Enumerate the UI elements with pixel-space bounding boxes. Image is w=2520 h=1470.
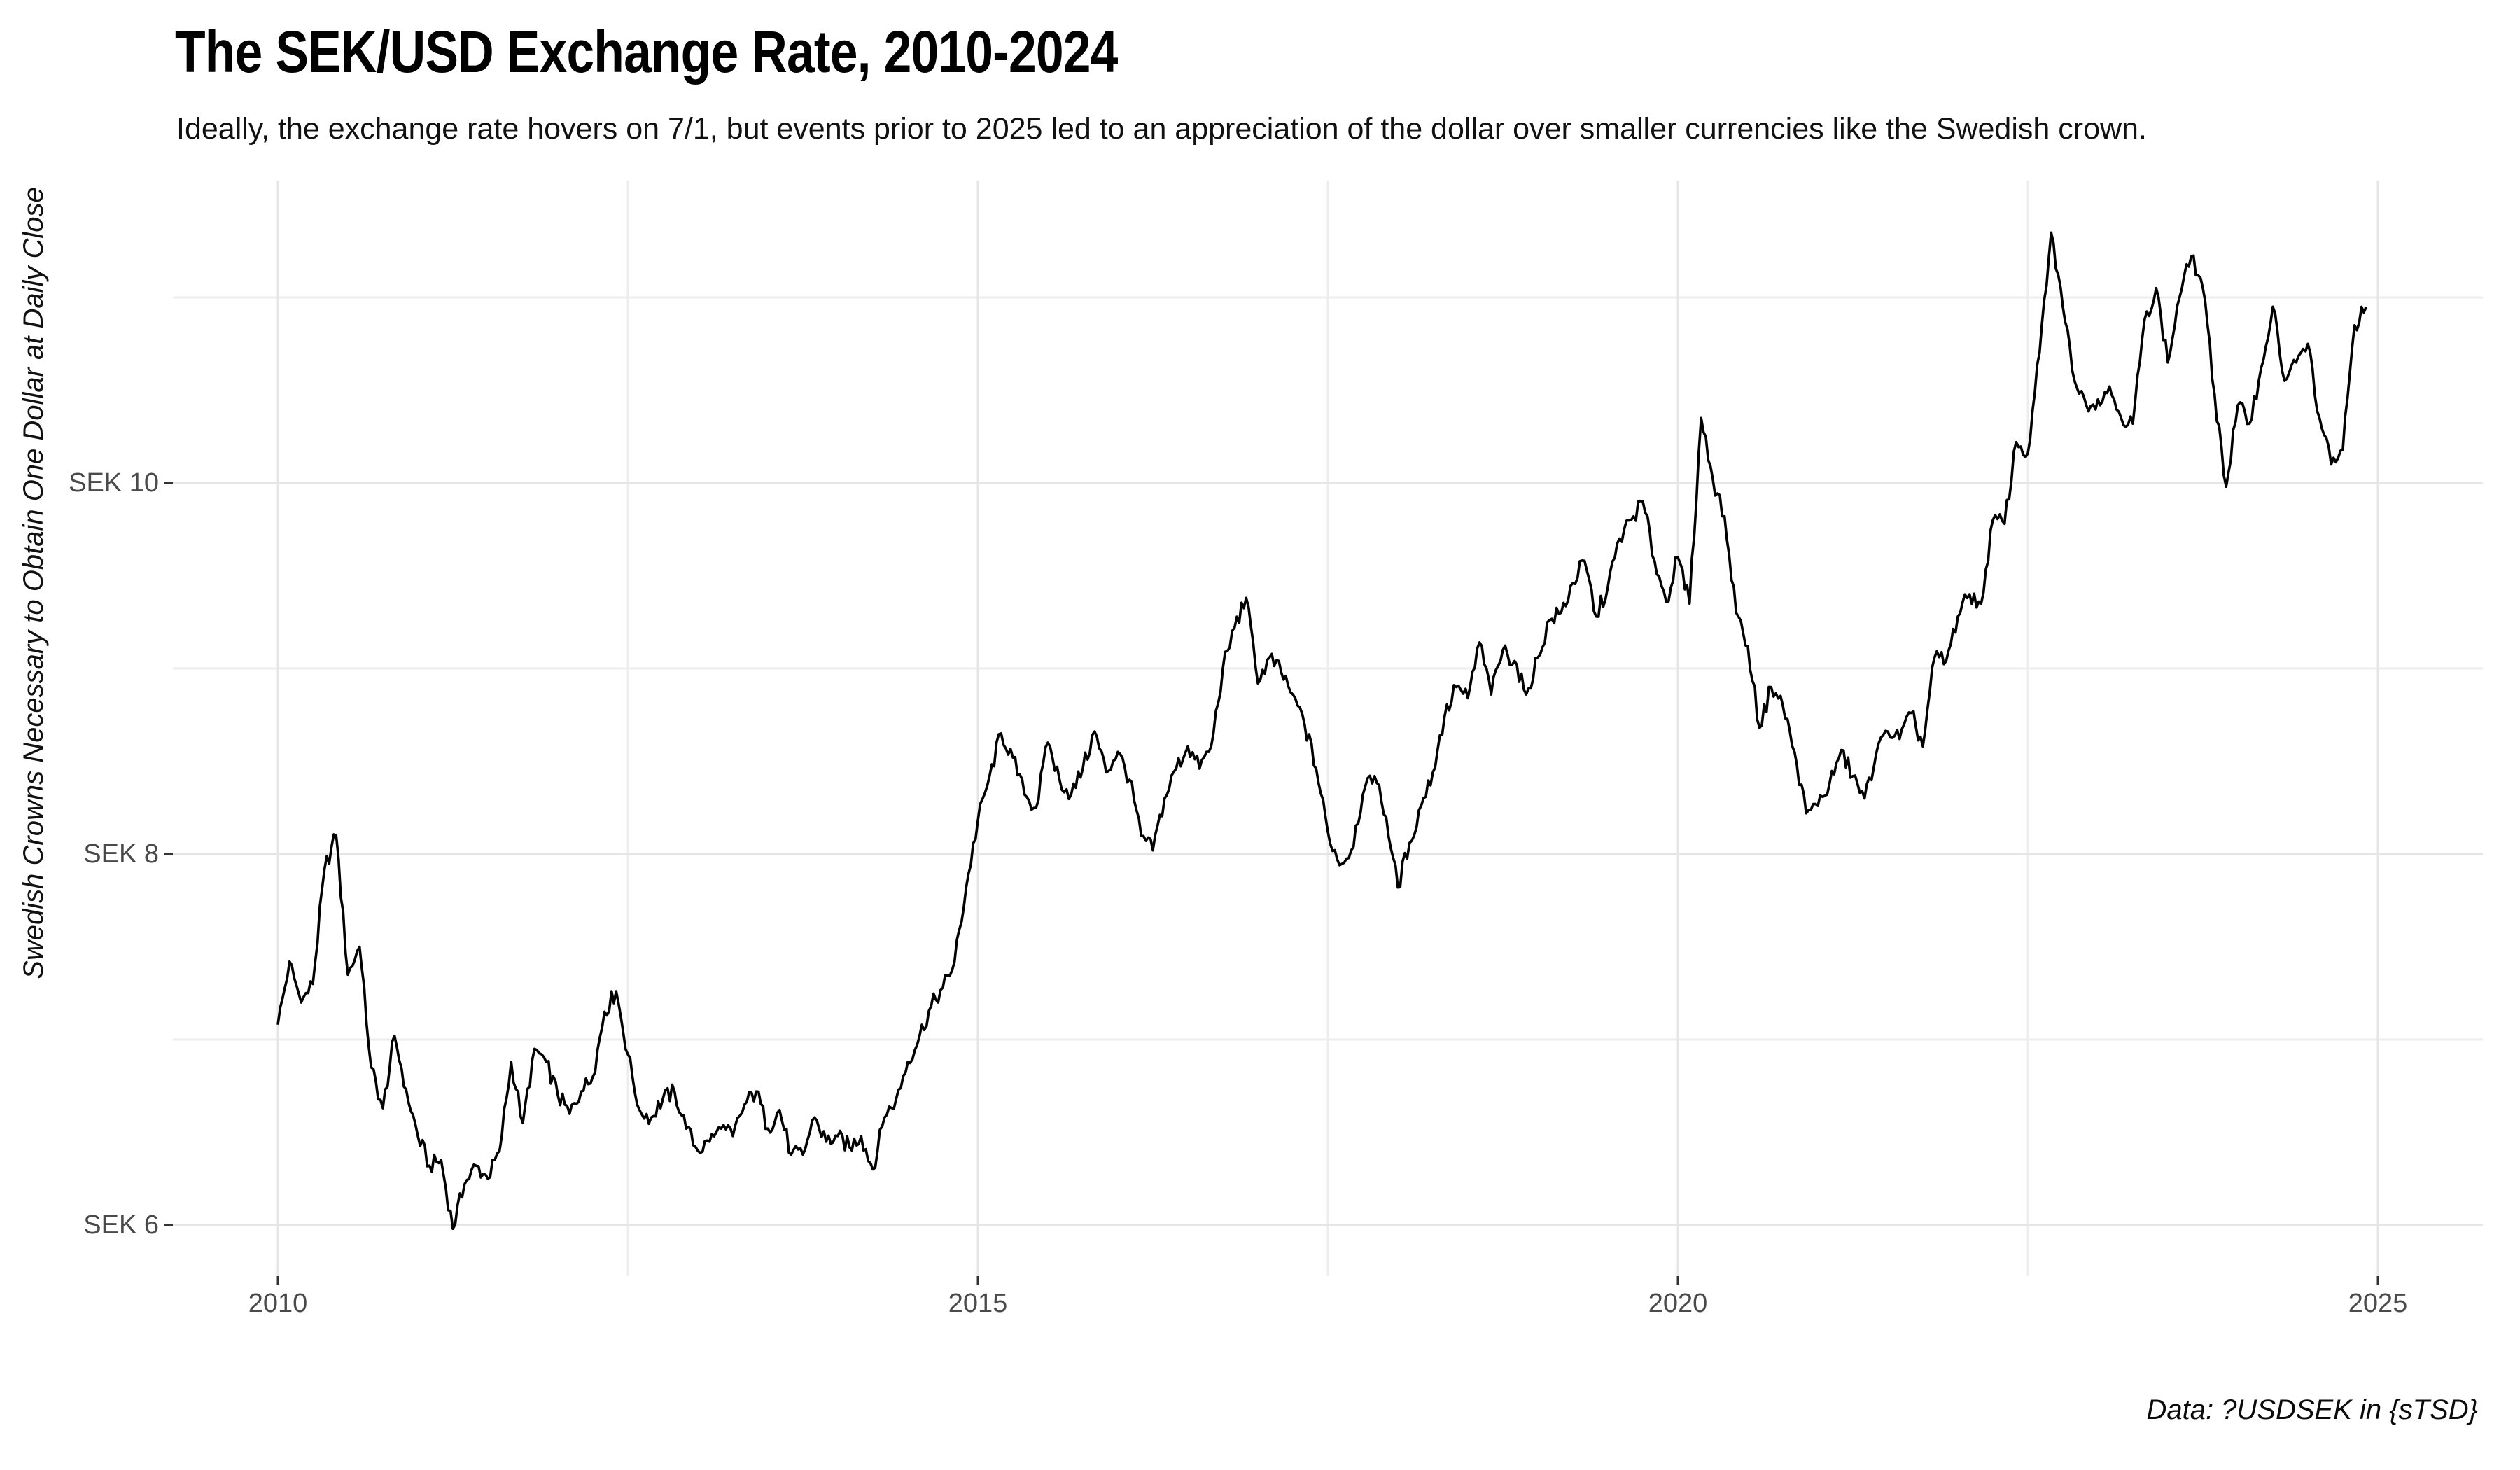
y-tick-label-6: SEK 6 bbox=[83, 1210, 159, 1240]
x-tick-label-2025: 2025 bbox=[2348, 1289, 2408, 1318]
chart-subtitle: Ideally, the exchange rate hovers on 7/1… bbox=[176, 112, 2147, 146]
gridlines-major bbox=[173, 181, 2483, 1276]
chart-caption: Data: ?USDSEK in {sTSD} bbox=[2146, 1394, 2478, 1425]
x-tick-label-2015: 2015 bbox=[948, 1289, 1008, 1318]
gridlines-minor bbox=[173, 181, 2483, 1276]
axis-tick-marks bbox=[164, 482, 2379, 1284]
x-tick-label-2010: 2010 bbox=[248, 1289, 308, 1318]
chart-title: The SEK/USD Exchange Rate, 2010-2024 bbox=[175, 19, 1118, 85]
x-tick-label-2020: 2020 bbox=[1648, 1289, 1708, 1318]
usdsek-exchange-rate-line bbox=[276, 231, 2367, 1231]
y-tick-label-8: SEK 8 bbox=[83, 839, 159, 869]
y-tick-label-10: SEK 10 bbox=[69, 468, 159, 498]
